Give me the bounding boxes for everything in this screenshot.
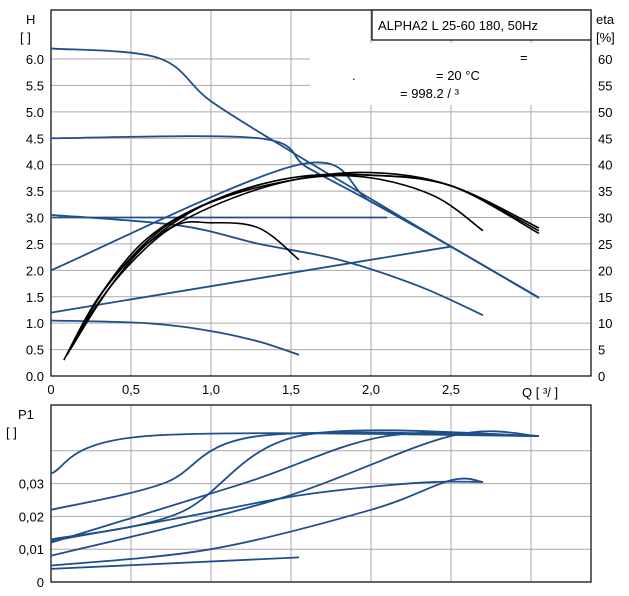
- power-curve: [50, 432, 540, 475]
- y-left-tick-label: 0.0: [26, 369, 44, 384]
- y-right-tick-label: 60: [598, 52, 612, 67]
- bottom-chart-grid: [51, 405, 591, 582]
- tick-labels: 0 0,5 1,0 1,5 2,0 2,50.00.51.01.52.02.53.03.5…: [19, 52, 613, 590]
- y-right-tick-label: 5: [598, 343, 605, 358]
- y-right-tick-label: 40: [598, 158, 612, 173]
- y-right-tick-label: 30: [598, 211, 612, 226]
- y-right-tick-label: 50: [598, 105, 612, 120]
- y-left-tick-label: 5.5: [26, 78, 44, 93]
- x-tick-label: 2,5: [442, 382, 460, 397]
- info-line-2: .: [352, 68, 356, 83]
- y-right-tick-label: 45: [598, 131, 612, 146]
- power-curves: [50, 429, 540, 570]
- x-tick-label: 0,5: [122, 382, 140, 397]
- y-left-tick-label: 4.0: [26, 158, 44, 173]
- top-chart-frame: [50, 9, 592, 377]
- y-left-tick-label: 3.5: [26, 184, 44, 199]
- x-tick-label: 1,5: [282, 382, 300, 397]
- power-axis-label: P1: [18, 407, 34, 422]
- power-curve: [50, 431, 540, 511]
- y-right-unit: [%]: [596, 30, 615, 45]
- x-axis-label: Q [ ³/ ]: [522, 385, 558, 400]
- efficiency-curve: [69, 220, 300, 351]
- power-tick-label: 0,03: [19, 477, 44, 492]
- y-left-tick-label: 1.5: [26, 290, 44, 305]
- efficiency-curve: [66, 173, 540, 356]
- y-left-tick-label: 5.0: [26, 105, 44, 120]
- y-left-tick-label: 2.5: [26, 237, 44, 252]
- model-title: ALPHA2 L 25-60 180, 50Hz: [378, 18, 538, 33]
- y-right-tick-label: 55: [598, 78, 612, 93]
- head-curve: [50, 319, 300, 356]
- efficiency-curves: [63, 171, 540, 361]
- power-tick-label: 0,02: [19, 509, 44, 524]
- y-right-tick-label: 20: [598, 263, 612, 278]
- model-title-box: [371, 9, 592, 41]
- x-tick-label: 0: [47, 382, 54, 397]
- power-curve: [50, 477, 484, 567]
- y-right-tick-label: 0: [598, 369, 605, 384]
- info-panel: [310, 43, 590, 105]
- y-right-tick-label: 35: [598, 184, 612, 199]
- x-tick-label: 2,0: [362, 382, 380, 397]
- power-axis-unit: [ ]: [6, 425, 17, 440]
- y-left-tick-label: 0.5: [26, 343, 44, 358]
- y-left-tick-label: 3.0: [26, 211, 44, 226]
- y-right-tick-label: 15: [598, 290, 612, 305]
- efficiency-curve: [66, 173, 540, 356]
- info-temperature: = 20 °C: [436, 68, 480, 83]
- head-curve: [50, 161, 540, 299]
- y-left-label: H: [26, 12, 35, 27]
- y-left-unit: [ ]: [20, 30, 31, 45]
- x-tick-label: 1,0: [202, 382, 220, 397]
- y-right-tick-label: 25: [598, 237, 612, 252]
- efficiency-curve: [63, 171, 540, 361]
- power-curve: [50, 556, 300, 570]
- y-left-tick-label: 6.0: [26, 52, 44, 67]
- info-line-1: =: [520, 50, 528, 65]
- head-curve: [50, 245, 452, 314]
- power-curve: [50, 480, 484, 542]
- head-curve: [50, 213, 484, 317]
- power-tick-label: 0,01: [19, 542, 44, 557]
- bottom-chart-frame: [50, 404, 592, 583]
- y-left-tick-label: 1.0: [26, 316, 44, 331]
- y-right-tick-label: 10: [598, 316, 612, 331]
- power-curve: [50, 430, 540, 557]
- y-left-tick-label: 2.0: [26, 263, 44, 278]
- y-right-label: eta: [596, 12, 615, 27]
- info-density: = 998.2 / ³: [400, 86, 460, 101]
- efficiency-curve: [69, 174, 484, 350]
- power-curve: [50, 431, 540, 544]
- y-left-tick-label: 4.5: [26, 131, 44, 146]
- power-tick-label: 0: [37, 575, 44, 590]
- power-curve: [50, 429, 540, 541]
